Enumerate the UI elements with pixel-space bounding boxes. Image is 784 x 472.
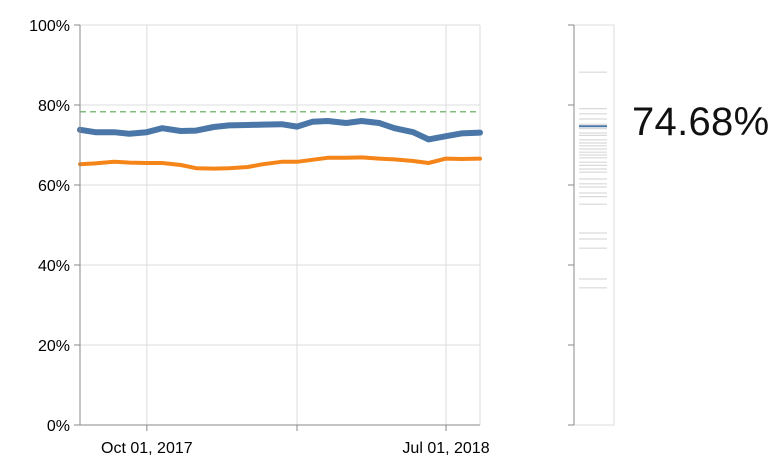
y-tick-label: 0% [47,418,70,435]
strip-plot [568,24,615,426]
y-tick-label: 80% [38,98,70,115]
highlight-value-label: 74.68% [632,100,770,144]
y-tick-label: 60% [38,178,70,195]
x-tick-label: Jul 01, 2018 [402,440,489,457]
x-tick-label: Oct 01, 2017 [101,440,193,457]
series-layer [77,118,483,171]
series-line-1 [77,118,483,143]
y-tick-label: 100% [29,18,70,35]
axes: 0% 20% 40% 60% 80% 100% Oct 01, 2017 Jul 01, 20… [29,18,490,457]
y-tick-label: 40% [38,258,70,275]
grid [80,24,481,426]
strip-frame [573,24,615,426]
y-tick-label: 20% [38,338,70,355]
series-line-2 [78,155,482,171]
